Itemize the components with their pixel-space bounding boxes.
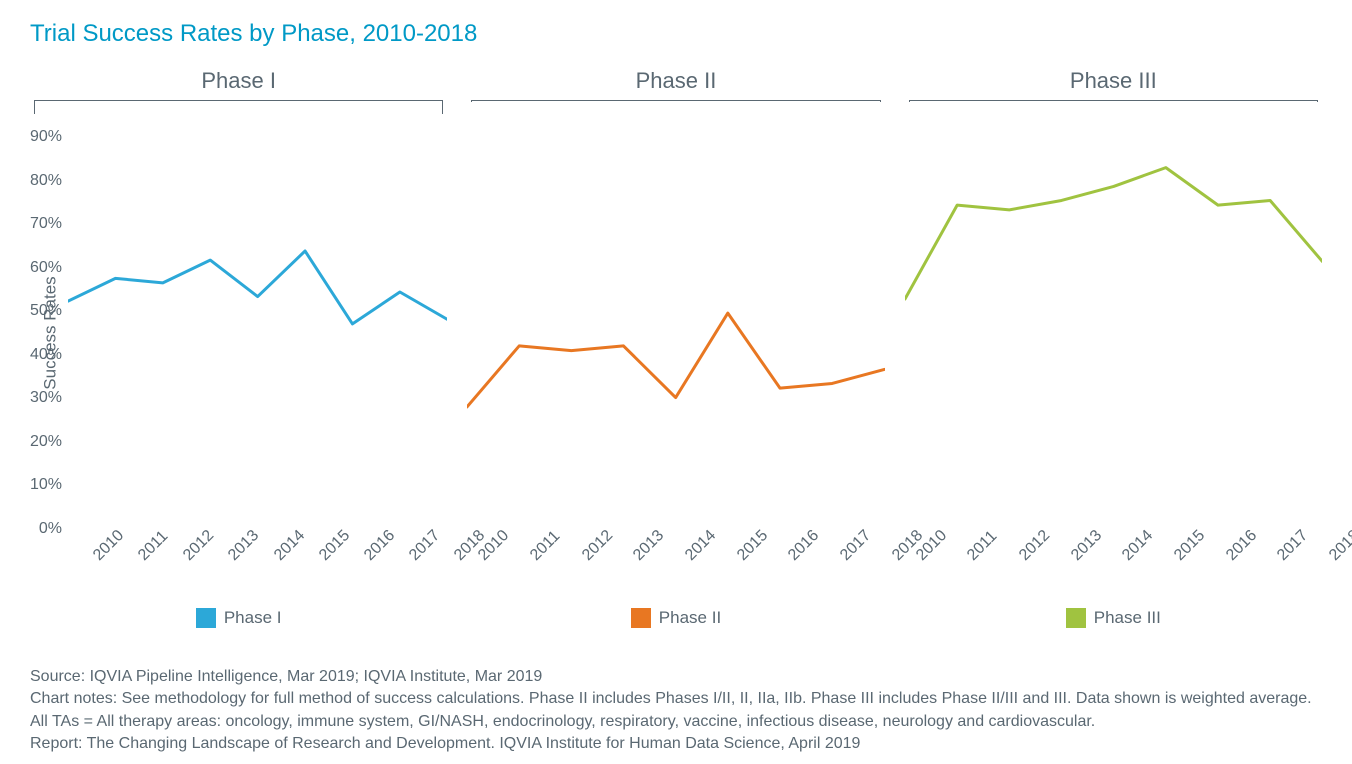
x-tick: 2012	[1016, 552, 1029, 565]
y-tick: 80%	[30, 172, 62, 190]
x-tick: 2015	[316, 552, 329, 565]
legend: Phase I	[30, 608, 447, 628]
x-tick: 2015	[1171, 552, 1184, 565]
x-tick: 2011	[527, 552, 540, 565]
legend-label: Phase II	[659, 608, 721, 628]
panel-phase-ii: Phase II 2010 2011 2012 2013 2014 2015 2016 2017…	[467, 68, 884, 628]
y-tick: 20%	[30, 433, 62, 451]
y-axis: 90%80%70%60%50%40%30%20%10%0%Success Rat…	[30, 128, 68, 538]
line-plot	[905, 116, 1322, 538]
x-tick: 2013	[225, 552, 238, 565]
x-axis: 201020112012201320142015201620172018	[905, 552, 1322, 570]
legend: Phase II	[467, 608, 884, 628]
panel-phase-iii: Phase III 2010 2011 2012 2013 2014 2015 2016 201…	[905, 68, 1322, 628]
legend-swatch	[1066, 608, 1086, 628]
x-tick: 2017	[406, 552, 419, 565]
x-tick: 2011	[964, 552, 977, 565]
x-tick: 2013	[630, 552, 643, 565]
x-axis: 201020112012201320142015201620172018	[467, 552, 884, 570]
panel-title: Phase II	[467, 68, 884, 94]
y-tick: 90%	[30, 128, 62, 146]
x-tick: 2017	[1274, 552, 1287, 565]
x-tick: 2017	[837, 552, 850, 565]
bracket	[34, 100, 443, 114]
x-tick: 2016	[361, 552, 374, 565]
series-line	[68, 251, 447, 324]
x-tick: 2010	[475, 552, 488, 565]
line-plot	[467, 116, 884, 538]
x-tick: 2014	[1119, 552, 1132, 565]
series-line	[467, 313, 884, 407]
legend-label: Phase III	[1094, 608, 1161, 628]
y-tick: 10%	[30, 476, 62, 494]
y-tick: 30%	[30, 389, 62, 407]
legend-label: Phase I	[224, 608, 282, 628]
x-tick: 2013	[1068, 552, 1081, 565]
x-tick: 2018	[889, 552, 902, 565]
x-tick: 2011	[135, 552, 148, 565]
panel-title: Phase III	[905, 68, 1322, 94]
y-axis-label: Success Rates	[41, 276, 61, 389]
x-tick: 2018	[1326, 552, 1339, 565]
chart-title: Trial Success Rates by Phase, 2010-2018	[30, 20, 1322, 48]
line-plot	[68, 128, 447, 538]
panel-title: Phase I	[30, 68, 447, 94]
legend: Phase III	[905, 608, 1322, 628]
footnote-notes: Chart notes: See methodology for full me…	[30, 688, 1322, 733]
series-line	[905, 167, 1322, 298]
y-tick: 60%	[30, 259, 62, 277]
y-tick: 0%	[39, 520, 62, 538]
bracket	[471, 100, 880, 102]
y-tick: 70%	[30, 215, 62, 233]
footnotes: Source: IQVIA Pipeline Intelligence, Mar…	[30, 666, 1322, 756]
legend-swatch	[631, 608, 651, 628]
x-tick: 2018	[451, 552, 464, 565]
panel-phase-i: Phase I90%80%70%60%50%40%30%20%10%0%Succ…	[30, 68, 447, 628]
x-tick: 2014	[271, 552, 284, 565]
x-tick: 2012	[579, 552, 592, 565]
x-tick: 2015	[734, 552, 747, 565]
x-tick: 2010	[90, 552, 103, 565]
legend-swatch	[196, 608, 216, 628]
x-tick: 2016	[785, 552, 798, 565]
x-tick: 2014	[682, 552, 695, 565]
x-tick: 2016	[1223, 552, 1236, 565]
x-tick: 2012	[180, 552, 193, 565]
panels-container: Phase I90%80%70%60%50%40%30%20%10%0%Succ…	[30, 68, 1322, 628]
footnote-source: Source: IQVIA Pipeline Intelligence, Mar…	[30, 666, 1322, 688]
x-axis: 201020112012201320142015201620172018	[82, 552, 447, 570]
bracket	[909, 100, 1318, 102]
footnote-report: Report: The Changing Landscape of Resear…	[30, 733, 1322, 755]
x-tick: 2010	[913, 552, 926, 565]
